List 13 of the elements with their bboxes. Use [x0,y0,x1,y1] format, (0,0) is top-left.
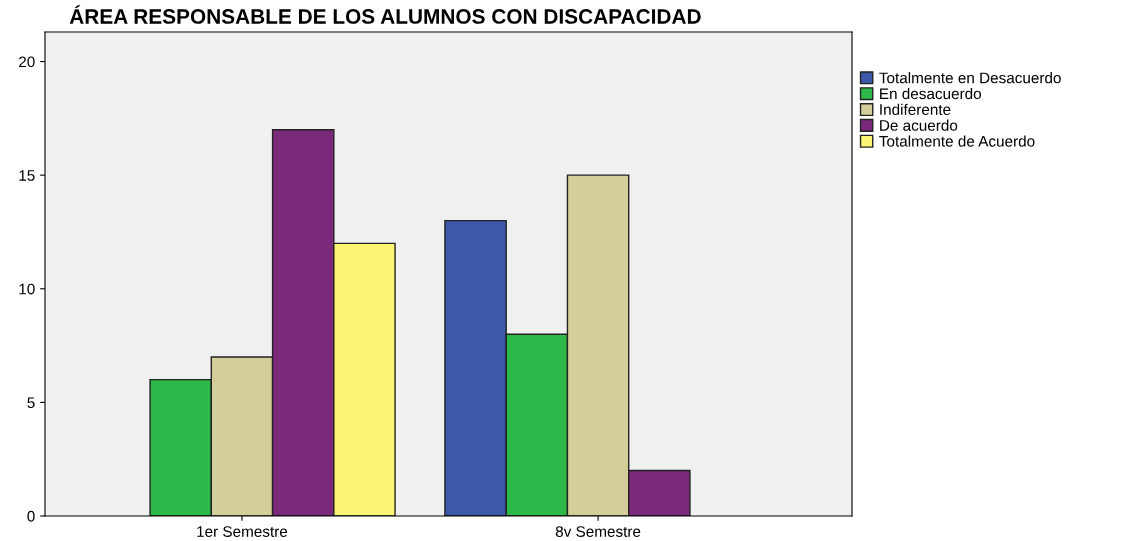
y-tick-label: 5 [27,397,35,409]
legend-label: Totalmente de Acuerdo [879,135,1035,147]
chart-title: ÁREA RESPONSABLE DE LOS ALUMNOS CON DISCAPACIDAD [69,5,701,24]
y-tick-label: 10 [19,283,35,295]
legend-label: De acuerdo [880,119,958,131]
y-tick-label: 15 [19,170,35,181]
legend-label: Totalmente en Desacuerdo [879,72,1061,84]
y-tick-label: 0 [27,510,35,522]
x-tick-label: 1er Semestre [197,526,288,537]
legend-label: Indiferente [880,103,951,115]
y-tick-label: 20 [19,56,35,68]
x-tick-label: 8v Semestre [555,526,641,537]
legend-label: En desacuerdo [880,87,981,100]
